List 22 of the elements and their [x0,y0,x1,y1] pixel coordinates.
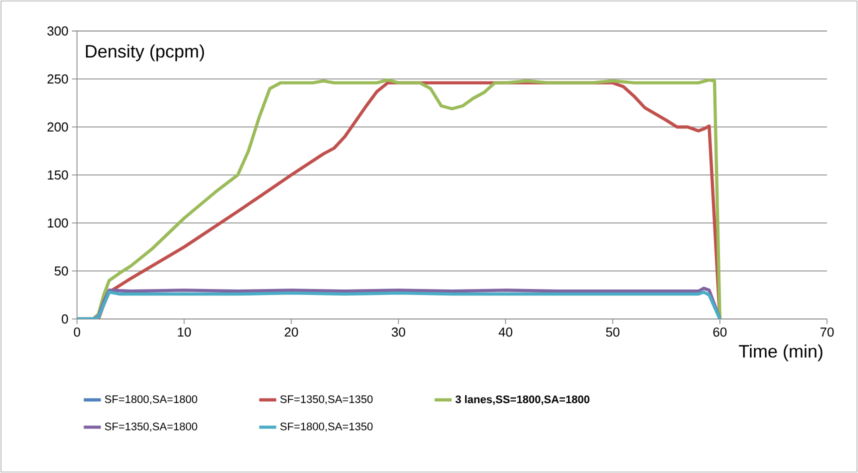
y-tick-label: 50 [54,266,68,276]
x-tick-label: 30 [392,328,406,337]
x-tick-label: 70 [820,328,834,337]
x-tick-label: 0 [74,328,80,337]
legend-label: SF=1800,SA=1800 [104,395,198,404]
y-tick-label: 100 [48,218,68,228]
y-tick-label: 200 [48,122,68,132]
x-axis-title: Time (min) [738,344,822,362]
y-axis-title: Density (pcpm) [86,44,204,62]
legend-label: SF=1350,SA=1800 [104,422,198,432]
x-tick-label: 60 [713,328,727,337]
x-tick-label: 50 [606,328,620,337]
x-tick-label: 10 [178,328,191,337]
legend-label: SF=1350,SA=1350 [280,395,373,404]
y-tick-label: 0 [62,314,68,324]
x-tick-label: 40 [498,328,512,337]
x-tick-label: 20 [284,328,298,337]
y-tick-label: 250 [48,74,68,84]
legend-label: SF=1800,SA=1350 [280,422,373,432]
legend-label: 3 lanes,SS=1800,SA=1800 [455,395,590,405]
y-tick-label: 300 [47,26,68,36]
y-tick-label: 150 [48,170,68,180]
